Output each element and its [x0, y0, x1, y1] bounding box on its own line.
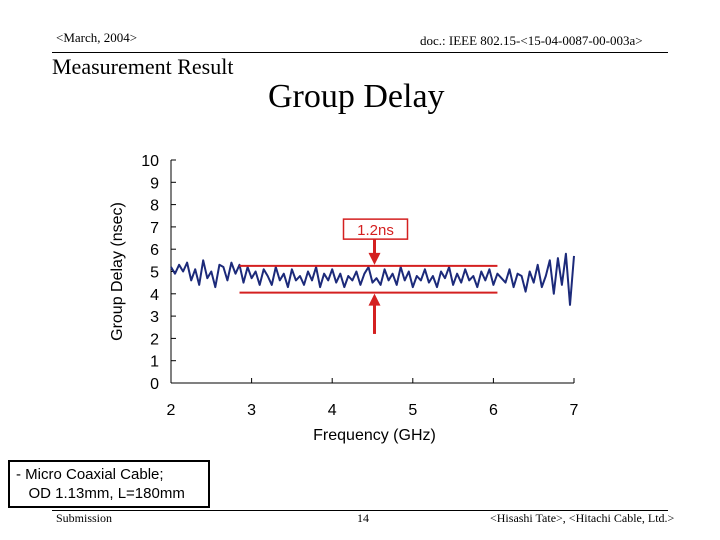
x-axis-title: Frequency (GHz): [313, 427, 436, 444]
x-tick-label: 5: [408, 402, 417, 419]
y-axis-title: Group Delay (nsec): [109, 202, 126, 341]
y-tick-label: 7: [150, 220, 159, 237]
header-divider: [52, 52, 668, 53]
x-tick-label: 4: [328, 402, 337, 419]
annotation-label: 1.2ns: [357, 222, 394, 239]
footer-author: <Hisashi Tate>, <Hitachi Cable, Ltd.>: [490, 511, 675, 525]
y-tick-label: 0: [150, 376, 159, 393]
y-tick-label: 9: [150, 175, 159, 192]
x-tick-label: 3: [247, 402, 256, 419]
x-tick-label: 6: [489, 402, 498, 419]
footer-divider: [52, 510, 668, 511]
annotation-arrow-up-head: [368, 293, 381, 306]
group-delay-series-line: [170, 252, 575, 306]
header-date: <March, 2004>: [56, 30, 138, 45]
x-tick-label: 2: [167, 402, 176, 419]
y-tick-label: 10: [141, 153, 159, 170]
footer-page-number: 14: [357, 511, 369, 525]
annotation-arrow-down-head: [368, 252, 381, 265]
x-tick-label: 7: [570, 402, 579, 419]
y-tick-label: 6: [150, 242, 159, 259]
note-line-2: OD 1.13mm, L=180mm: [16, 485, 185, 502]
group-delay-chart: 0 1 2 3 4 5 6 7 8 9 10 2 3 4 5 6 7 Frequency (GHz) Group D…: [109, 153, 579, 444]
y-tick-label: 3: [150, 309, 159, 326]
slide-title: Group Delay: [268, 78, 445, 115]
y-tick-label: 2: [150, 331, 159, 348]
y-tick-label: 5: [150, 265, 159, 282]
header-doc-id: doc.: IEEE 802.15-<15-04-0087-00-003a>: [420, 33, 643, 48]
cable-note: - Micro Coaxial Cable; OD 1.13mm, L=180m…: [8, 460, 210, 508]
section-title: Measurement Result: [52, 54, 234, 79]
y-tick-label: 4: [150, 287, 159, 304]
y-tick-label: 1: [150, 354, 159, 371]
y-tick-label: 8: [150, 198, 159, 215]
footer-submission: Submission: [56, 511, 113, 525]
note-line-1: - Micro Coaxial Cable;: [16, 466, 164, 483]
